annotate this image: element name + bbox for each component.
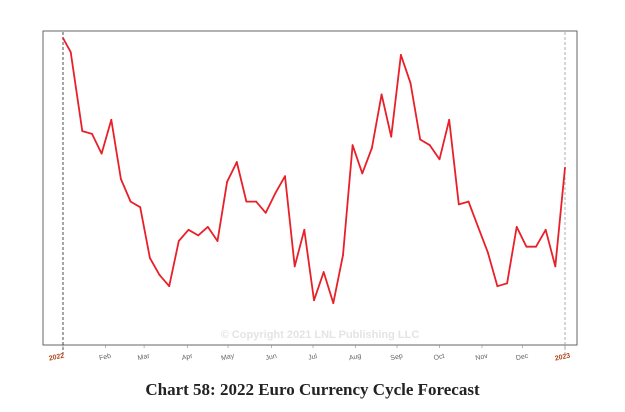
data-point <box>477 226 480 228</box>
x-tick-label: Apr <box>181 353 194 362</box>
x-tick-label: Oct <box>433 353 445 362</box>
data-point <box>332 302 335 304</box>
data-point <box>264 211 267 214</box>
data-point <box>554 265 557 268</box>
data-point <box>91 132 93 135</box>
x-tick-label: Dec <box>515 353 529 363</box>
copyright-watermark: © Copyright 2021 LNL Publishing LLC <box>221 329 420 341</box>
data-point <box>177 240 180 242</box>
data-point <box>197 234 200 237</box>
data-point <box>380 93 383 96</box>
x-tick-label: May <box>221 353 236 363</box>
x-tick-label-year: 2023 <box>554 352 571 362</box>
data-point <box>486 251 489 254</box>
data-point <box>322 271 325 273</box>
data-point <box>274 192 277 195</box>
x-tick-label: Aug <box>348 353 362 362</box>
data-point <box>69 51 72 53</box>
data-point <box>448 118 451 121</box>
data-point <box>342 254 344 257</box>
data-point <box>351 144 354 147</box>
x-tick-label: Sep <box>390 353 404 362</box>
data-point <box>110 118 113 121</box>
data-point <box>496 285 499 288</box>
data-point <box>81 130 84 132</box>
data-point <box>293 265 296 268</box>
data-point <box>187 228 190 231</box>
data-point <box>62 37 64 39</box>
data-point <box>419 138 422 141</box>
data-point <box>428 144 431 147</box>
data-point <box>303 228 306 231</box>
x-tick-label: Jun <box>265 353 278 362</box>
data-point <box>409 82 412 85</box>
data-point <box>139 206 142 209</box>
data-point <box>399 54 402 56</box>
data-point <box>535 245 537 248</box>
data-point <box>544 228 547 231</box>
data-point <box>564 166 566 169</box>
data-point <box>361 172 364 175</box>
data-point <box>206 226 209 228</box>
data-point <box>158 273 161 276</box>
data-point <box>148 257 151 259</box>
data-point <box>515 226 518 228</box>
x-tick-label: Feb <box>99 353 112 362</box>
chart-caption: Chart 58: 2022 Euro Currency Cycle Forec… <box>145 380 480 399</box>
data-point <box>525 245 528 248</box>
data-point <box>390 135 393 138</box>
data-point <box>120 178 122 180</box>
data-point <box>467 200 470 203</box>
data-point <box>168 285 171 288</box>
data-point <box>438 158 441 161</box>
data-point <box>226 180 229 183</box>
plot-frame <box>42 30 578 346</box>
data-point <box>129 200 132 203</box>
data-point <box>506 282 508 285</box>
data-point <box>245 200 248 203</box>
x-tick-label: Jul <box>308 353 319 362</box>
data-point <box>255 200 257 203</box>
data-point <box>284 175 286 178</box>
data-point <box>457 203 460 206</box>
data-point <box>235 161 238 163</box>
x-tick-label: Mar <box>137 353 151 362</box>
x-tick-label: Nov <box>475 353 489 363</box>
data-point <box>371 147 373 149</box>
data-point <box>216 240 219 242</box>
data-point <box>313 299 315 302</box>
data-point <box>100 152 103 155</box>
x-tick-label-year: 2022 <box>48 352 65 362</box>
